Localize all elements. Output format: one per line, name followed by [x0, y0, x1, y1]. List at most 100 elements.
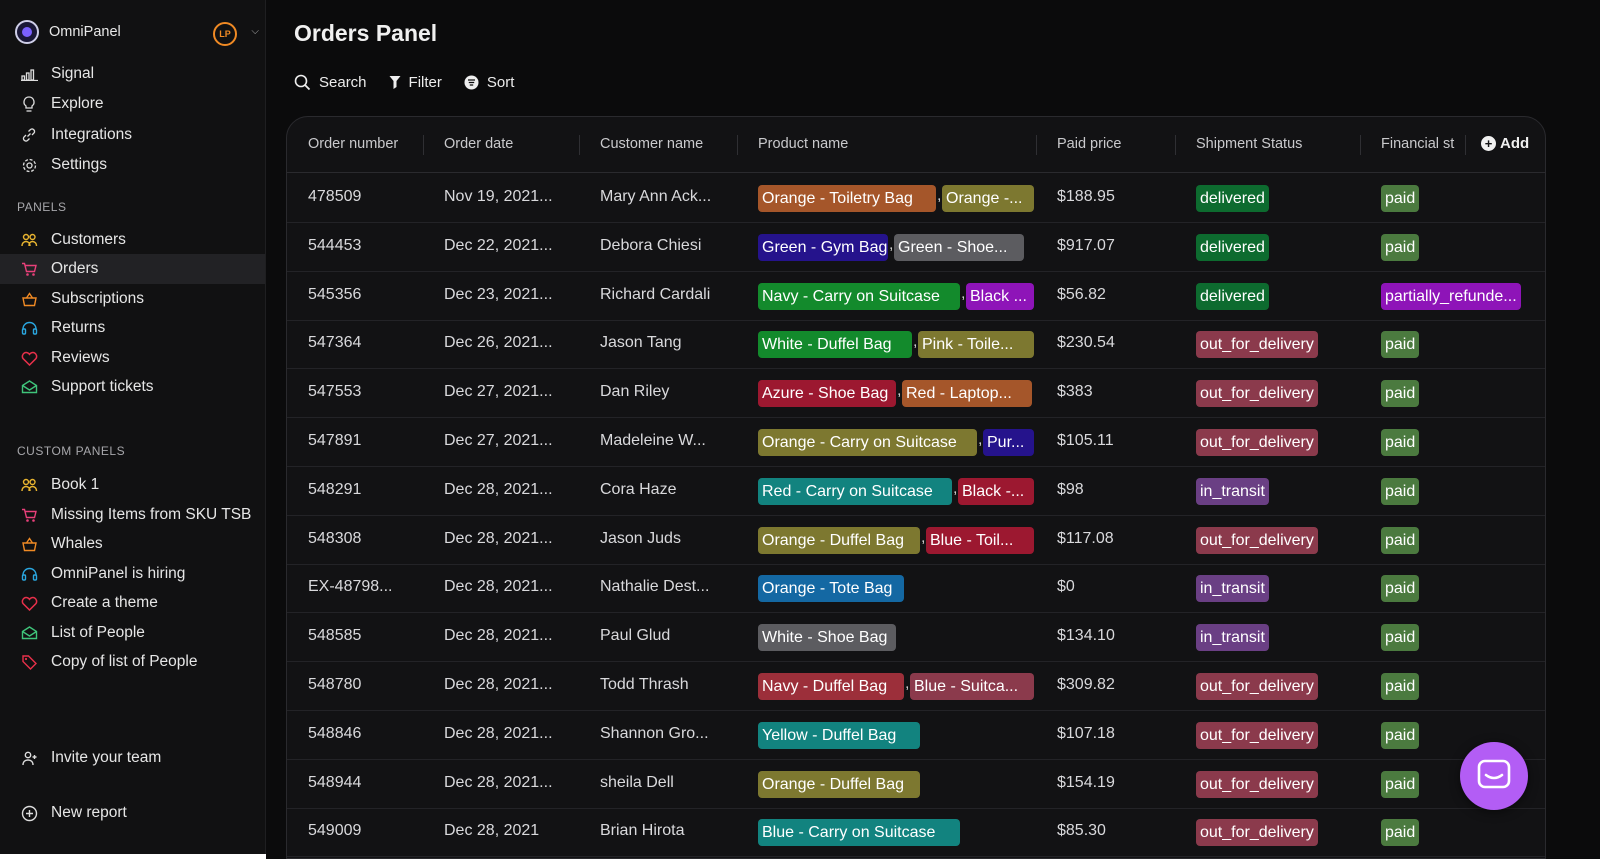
product-tag[interactable]: Orange - Toiletry Bag [758, 185, 936, 212]
shipment-status-badge[interactable]: out_for_delivery [1196, 819, 1318, 847]
column-resize-handle[interactable] [1465, 135, 1466, 155]
product-tag[interactable]: Green - Shoe... [894, 233, 1024, 261]
nav-item-integrations[interactable]: Integrations [0, 120, 265, 150]
nav-item-explore[interactable]: Explore [0, 89, 265, 119]
table-row[interactable]: EX-48798... Dec 28, 2021... Nathalie Dest.… [287, 563, 1545, 614]
column-header-shipment-status[interactable]: Shipment Status [1196, 136, 1303, 152]
product-tag[interactable]: Black ... [966, 282, 1034, 310]
shipment-status-badge[interactable]: out_for_delivery [1196, 526, 1318, 554]
search-button[interactable]: Search [294, 74, 367, 91]
sidebar-item-missing-items[interactable]: Missing Items from SKU TSB [0, 500, 265, 530]
product-tag[interactable]: Green - Gym Bag [758, 233, 888, 261]
financial-status-badge[interactable]: paid [1381, 673, 1420, 700]
column-resize-handle[interactable] [579, 135, 580, 155]
financial-status-badge[interactable]: paid [1381, 477, 1420, 505]
financial-status-badge[interactable]: paid [1381, 721, 1420, 749]
table-row[interactable]: 549009 Dec 28, 2021 Brian Hirota Blue - Car… [287, 807, 1545, 858]
nav-item-settings[interactable]: Settings [0, 150, 265, 180]
financial-status-badge[interactable]: paid [1381, 331, 1420, 359]
workspace-switcher[interactable]: OmniPanel LP ⌵ [15, 20, 265, 46]
financial-status-badge[interactable]: paid [1381, 233, 1420, 261]
product-tag[interactable]: Navy - Duffel Bag [758, 673, 904, 700]
column-resize-handle[interactable] [1175, 135, 1176, 155]
sidebar-item-support-tickets[interactable]: Support tickets [0, 372, 265, 402]
sidebar-item-whales[interactable]: Whales [0, 529, 265, 559]
product-tag[interactable]: Pur... [983, 429, 1034, 456]
table-row[interactable]: 548846 Dec 28, 2021... Shannon Gro... Yello… [287, 710, 1545, 760]
product-tag[interactable]: Navy - Carry on Suitcase [758, 282, 960, 310]
new-report-button[interactable]: New report [0, 798, 265, 828]
product-tag[interactable]: Blue - Suitca... [910, 673, 1034, 700]
column-resize-handle[interactable] [737, 135, 738, 155]
table-row[interactable]: 547553 Dec 27, 2021... Dan Riley Azure - Sh… [287, 368, 1545, 419]
product-tag[interactable]: Blue - Toil... [926, 526, 1034, 554]
column-resize-handle[interactable] [1036, 135, 1037, 155]
product-tag[interactable]: White - Duffel Bag [758, 331, 912, 359]
shipment-status-badge[interactable]: in_transit [1196, 575, 1269, 603]
shipment-status-badge[interactable]: out_for_delivery [1196, 380, 1318, 408]
product-tag[interactable]: Azure - Shoe Bag [758, 380, 896, 408]
table-row[interactable]: 548308 Dec 28, 2021... Jason Juds Orange - … [287, 515, 1545, 565]
financial-status-badge[interactable]: paid [1381, 575, 1420, 603]
product-tag[interactable]: Orange - Carry on Suitcase [758, 429, 977, 456]
financial-status-badge[interactable]: paid [1381, 380, 1420, 408]
table-row[interactable]: 478509 Nov 19, 2021... Mary Ann Ack... Oran… [287, 173, 1545, 223]
financial-status-badge[interactable]: paid [1381, 770, 1420, 798]
sidebar-item-orders[interactable]: Orders [0, 254, 265, 284]
financial-status-badge[interactable]: paid [1381, 624, 1420, 652]
column-resize-handle[interactable] [423, 135, 424, 155]
shipment-status-badge[interactable]: in_transit [1196, 624, 1269, 652]
sidebar-item-copy-list-of-people[interactable]: Copy of list of People [0, 647, 265, 677]
product-tag[interactable]: Orange - Duffel Bag [758, 770, 920, 798]
shipment-status-badge[interactable]: delivered [1196, 185, 1269, 212]
financial-status-badge[interactable]: paid [1381, 819, 1420, 847]
column-header-order-date[interactable]: Order date [444, 136, 514, 152]
product-tag[interactable]: Blue - Carry on Suitcase [758, 819, 960, 847]
sidebar-item-list-of-people[interactable]: List of People [0, 618, 265, 648]
column-header-order-number[interactable]: Order number [308, 136, 399, 152]
add-column-button[interactable]: + Add [1481, 135, 1529, 152]
table-row[interactable]: 547364 Dec 26, 2021... Jason Tang White - D… [287, 319, 1545, 370]
product-tag[interactable]: Orange - Duffel Bag [758, 526, 920, 554]
sidebar-item-subscriptions[interactable]: Subscriptions [0, 284, 265, 314]
shipment-status-badge[interactable]: in_transit [1196, 477, 1269, 505]
table-row[interactable]: 545356 Dec 23, 2021... Richard Cardali Navy… [287, 271, 1545, 321]
financial-status-badge[interactable]: partially_refunde... [1381, 282, 1521, 310]
invite-team-button[interactable]: Invite your team [0, 743, 265, 773]
column-header-product-name[interactable]: Product name [758, 136, 849, 152]
sidebar-item-customers[interactable]: Customers [0, 225, 265, 255]
shipment-status-badge[interactable]: out_for_delivery [1196, 673, 1318, 700]
column-resize-handle[interactable] [1360, 135, 1361, 155]
product-tag[interactable]: Black -... [958, 477, 1034, 505]
chevron-down-icon[interactable]: ⌵ [251, 26, 259, 37]
product-tag[interactable]: White - Shoe Bag [758, 624, 896, 652]
sidebar-item-hiring[interactable]: OmniPanel is hiring [0, 559, 265, 589]
product-tag[interactable]: Orange -... [942, 185, 1034, 212]
table-row[interactable]: 548780 Dec 28, 2021... Todd Thrash Navy - D… [287, 661, 1545, 711]
shipment-status-badge[interactable]: delivered [1196, 233, 1269, 261]
table-row[interactable]: 548944 Dec 28, 2021... sheila Dell Orange -… [287, 759, 1545, 809]
chat-launcher-button[interactable] [1460, 742, 1528, 810]
sort-button[interactable]: Sort [464, 74, 514, 91]
financial-status-badge[interactable]: paid [1381, 526, 1420, 554]
column-header-financial-status[interactable]: Financial st [1381, 136, 1455, 152]
shipment-status-badge[interactable]: out_for_delivery [1196, 721, 1318, 749]
shipment-status-badge[interactable]: delivered [1196, 282, 1269, 310]
table-row[interactable]: 544453 Dec 22, 2021... Debora Chiesi Green … [287, 222, 1545, 272]
sidebar-item-returns[interactable]: Returns [0, 313, 265, 343]
shipment-status-badge[interactable]: out_for_delivery [1196, 770, 1318, 798]
sidebar-item-reviews[interactable]: Reviews [0, 343, 265, 373]
shipment-status-badge[interactable]: out_for_delivery [1196, 429, 1318, 456]
nav-item-signal[interactable]: Signal [0, 59, 265, 89]
column-header-paid-price[interactable]: Paid price [1057, 136, 1122, 152]
shipment-status-badge[interactable]: out_for_delivery [1196, 331, 1318, 359]
product-tag[interactable]: Red - Carry on Suitcase [758, 477, 952, 505]
column-header-customer-name[interactable]: Customer name [600, 136, 704, 152]
sidebar-item-book-1[interactable]: Book 1 [0, 470, 265, 500]
user-avatar[interactable]: LP [213, 22, 237, 46]
filter-button[interactable]: Filter [389, 74, 442, 91]
table-row[interactable]: 548585 Dec 28, 2021... Paul Glud White - Sh… [287, 612, 1545, 663]
product-tag[interactable]: Yellow - Duffel Bag [758, 721, 920, 749]
table-row[interactable]: 548291 Dec 28, 2021... Cora Haze Red - Carr… [287, 466, 1545, 516]
financial-status-badge[interactable]: paid [1381, 185, 1420, 212]
